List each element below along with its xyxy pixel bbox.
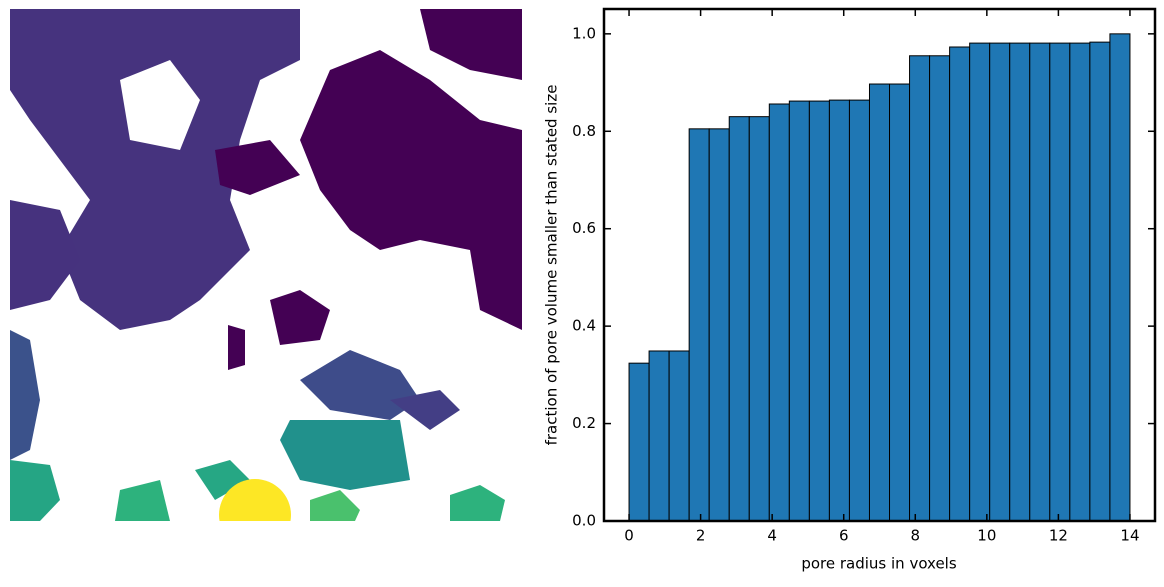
bar — [1009, 42, 1031, 522]
bar — [788, 100, 810, 522]
y-tick-label: 0.8 — [572, 122, 596, 140]
y-tick-label: 0.6 — [572, 219, 596, 237]
bar — [748, 116, 770, 522]
x-tick-label: 10 — [977, 527, 996, 545]
bar — [768, 103, 790, 522]
bar — [668, 350, 690, 522]
bar — [1089, 41, 1111, 522]
bar — [909, 55, 931, 522]
y-tick-label: 0.2 — [572, 414, 596, 432]
bar — [1069, 42, 1091, 522]
y-tick-label: 0.4 — [572, 317, 596, 335]
x-tick-label: 2 — [696, 527, 706, 545]
bar — [1049, 42, 1071, 522]
bar — [889, 83, 911, 522]
bar — [1109, 33, 1131, 522]
pore-image — [10, 9, 522, 583]
y-tick-label: 0.0 — [572, 512, 596, 530]
bar — [808, 100, 830, 522]
y-tick-label: 1.0 — [572, 24, 596, 42]
bar — [728, 116, 750, 522]
x-tick-label: 4 — [767, 527, 777, 545]
bar — [628, 362, 650, 522]
x-axis-label: pore radius in voxels — [801, 555, 957, 573]
x-tick-label: 14 — [1120, 527, 1139, 545]
bar — [648, 350, 670, 522]
x-tick-label: 6 — [839, 527, 849, 545]
x-tick-label: 0 — [624, 527, 634, 545]
bar — [969, 42, 991, 522]
bar — [708, 128, 730, 522]
bar — [989, 42, 1011, 522]
bar — [1029, 42, 1051, 522]
bar — [868, 83, 891, 522]
bar — [828, 99, 850, 522]
x-tick-label: 8 — [911, 527, 921, 545]
x-tick-label: 12 — [1049, 527, 1068, 545]
plot-frame — [602, 7, 1157, 523]
y-axis-label: fraction of pore volume smaller than sta… — [543, 85, 561, 446]
bar — [949, 46, 971, 522]
bar — [688, 128, 710, 522]
bar — [848, 99, 870, 522]
bar — [929, 55, 951, 522]
